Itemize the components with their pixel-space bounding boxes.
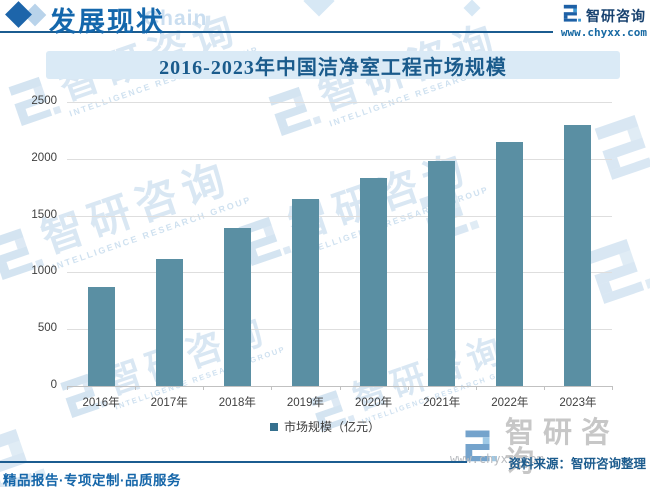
x-axis-tick (203, 386, 205, 390)
x-axis-label: 2018年 (218, 397, 256, 409)
watermark-diamond-icon (303, 0, 335, 17)
gridline (67, 102, 612, 103)
x-axis-label: 2022年 (491, 397, 529, 409)
bar-2020年 (360, 178, 388, 386)
gridline (67, 329, 612, 331)
gridline (67, 158, 612, 160)
x-axis-label: 2020年 (355, 397, 393, 409)
y-axis-label: 2000 (31, 151, 57, 164)
footer-divider (0, 461, 467, 463)
y-axis-label: 0 (50, 379, 57, 391)
y-axis-label: 1500 (31, 208, 57, 221)
x-axis-tick (612, 386, 613, 390)
slogan: 精品报告·专项定制·品质服务 (3, 473, 181, 487)
watermark-diamond-icon (463, 0, 481, 17)
bar-2022年 (496, 141, 524, 386)
gridline (67, 215, 612, 217)
bar-2021年 (428, 160, 456, 386)
watermark-url-text: www.chyxx.com (450, 452, 544, 466)
chart-legend: 市场规模（亿元） (0, 418, 650, 435)
x-axis-tick (67, 386, 68, 390)
bottom-watermark: 智研咨询 (464, 419, 650, 477)
brand-name: 智研咨询 (586, 7, 646, 24)
x-axis-label: 2017年 (150, 397, 188, 409)
x-axis-label: 2019年 (286, 397, 324, 409)
x-axis-tick (339, 386, 341, 390)
header-divider (0, 31, 553, 33)
legend-marker-icon (269, 422, 278, 431)
x-axis-tick (135, 386, 137, 390)
x-axis-label: 2021年 (423, 397, 461, 409)
y-axis-label: 500 (37, 322, 57, 335)
y-axis-label: 2500 (31, 95, 57, 107)
brand-logo-icon (563, 4, 581, 27)
bar-2019年 (291, 198, 319, 386)
x-axis-tick (543, 386, 545, 390)
section-watermark-text: Chain (144, 7, 208, 30)
bar-2017年 (155, 259, 183, 386)
x-axis-tick (475, 386, 477, 390)
bar-2016年 (87, 286, 115, 386)
diamond-icon (5, 1, 32, 28)
bar-2023年 (564, 124, 592, 386)
bar-chart: 0 500 1000 1500 2000 2500 2016年 2017年 2018年 2019年… (0, 95, 650, 415)
watermark-brand-text: 智研咨询 (505, 417, 620, 478)
x-axis-tick (407, 386, 409, 390)
x-axis-label: 2016年 (82, 397, 120, 409)
section-title: 发展现状 (49, 7, 165, 37)
brand-url: www.chyxx.com (560, 26, 647, 39)
data-source: 资料来源：智研咨询整理 (508, 457, 646, 471)
x-axis-tick (271, 386, 273, 390)
bar-2018年 (223, 227, 251, 386)
chart-title: 2016-2023年中国洁净室工程市场规模 (159, 56, 507, 79)
x-axis-label: 2023年 (559, 397, 597, 409)
watermark-logo-icon (464, 429, 497, 467)
gridline (67, 272, 612, 274)
chart-title-banner: 2016-2023年中国洁净室工程市场规模 (46, 51, 620, 79)
brand-lockup: 智研咨询 (563, 4, 646, 27)
y-axis-label: 1000 (31, 265, 57, 278)
legend-label: 市场规模（亿元） (283, 420, 380, 434)
